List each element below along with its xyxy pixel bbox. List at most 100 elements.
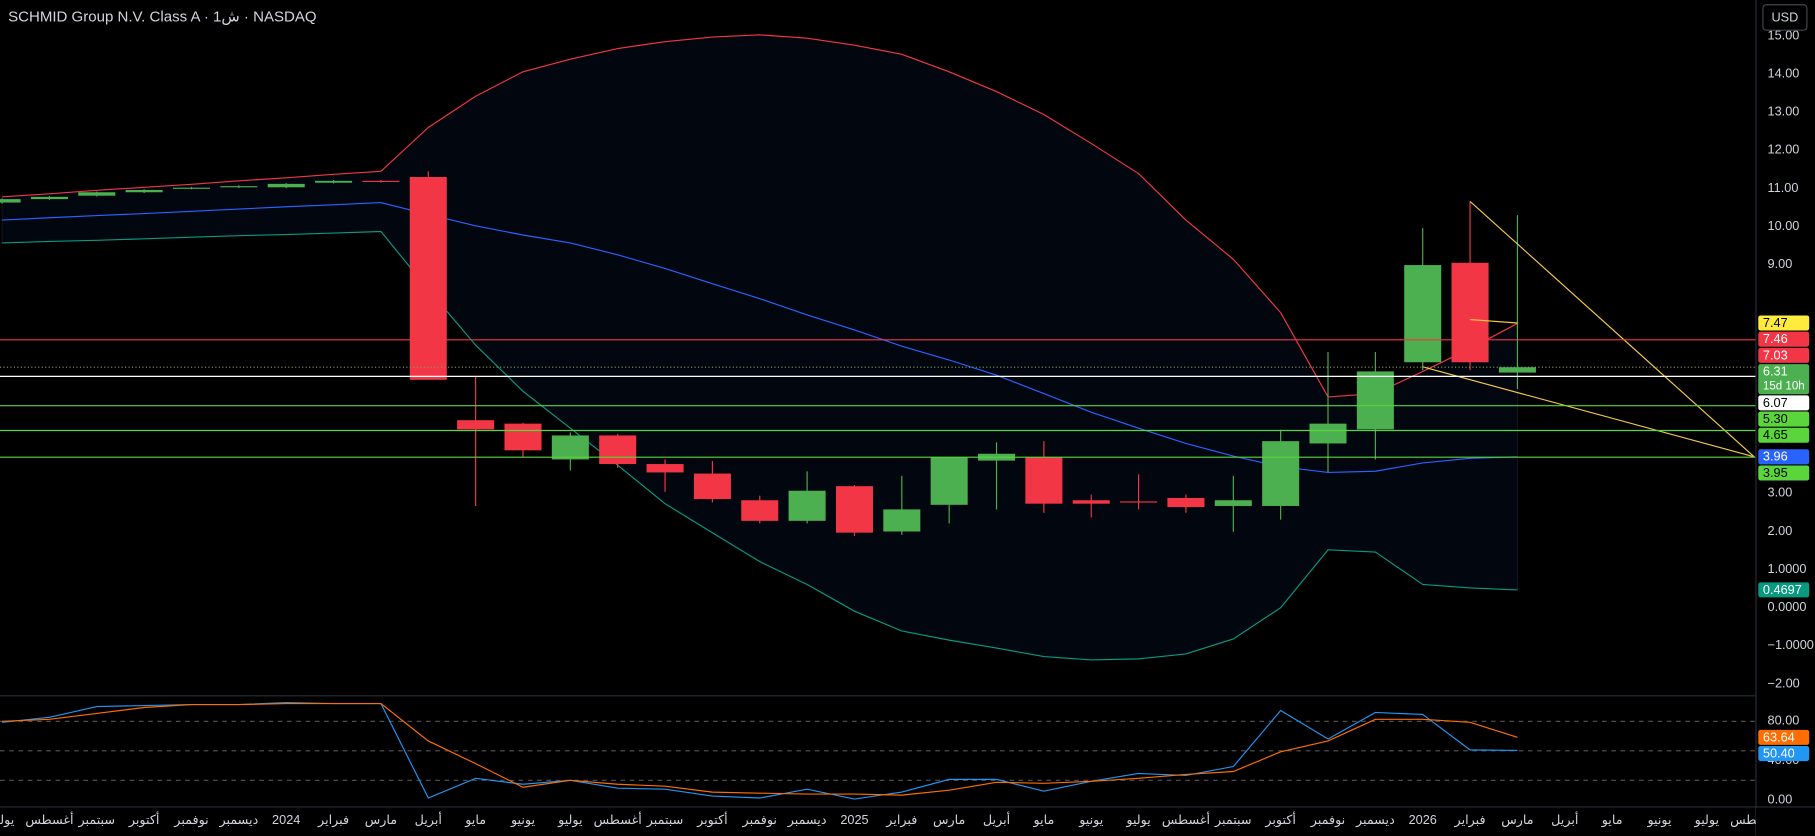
x-tick-label: يونيو [510,812,536,828]
candle-body [78,192,116,196]
x-tick-label: يوليو [1694,812,1720,828]
price-marker [1758,449,1810,465]
x-tick-label: يونيو [1646,812,1672,828]
x-tick-label: مارس [933,812,965,828]
price-marker [1758,395,1810,411]
candle-body [1404,265,1442,363]
price-marker [1758,746,1810,762]
x-tick-label: ديسمبر [1355,812,1395,828]
candle-body [267,183,305,188]
price-marker-label: 6.31 [1763,364,1788,379]
candle-body [457,420,495,430]
y-tick-label: 80.00 [1768,713,1800,728]
price-marker-label: 6.07 [1763,395,1788,410]
indicator-line [2,702,1518,796]
x-tick-label: أغسطس [25,811,73,828]
price-marker-label: 4.65 [1763,427,1788,442]
candle-body [551,435,589,460]
candle-body [1451,262,1489,363]
candle-body [1072,500,1110,504]
y-tick-label: 13.00 [1768,104,1800,119]
candle-body [1498,367,1536,373]
y-tick-label: 11.00 [1768,180,1799,195]
currency-button[interactable] [1762,4,1808,31]
indicator-line [2,230,1518,661]
price-marker-label: 7.47 [1763,315,1788,330]
x-tick-label: أكتوبر [128,811,160,828]
x-tick-label: أبريل [983,811,1010,828]
candle-body [1120,501,1158,503]
candle-body [1025,457,1063,504]
candle-body [30,196,68,200]
y-tick-label: 14.00 [1768,65,1800,80]
x-tick-label: أبريل [415,811,442,828]
price-marker-label: 3.96 [1763,449,1788,464]
trend-line [1422,366,1755,458]
candle-body [1167,497,1205,508]
price-marker [1758,347,1810,363]
price-marker [1758,411,1810,427]
y-tick-label: 15.00 [1768,27,1800,42]
price-marker-label: 0.4697 [1763,582,1802,597]
x-tick-label: ديسمبر [218,812,258,828]
currency-label[interactable]: USD [1771,9,1798,24]
y-tick-label: 10.00 [1768,218,1800,233]
candle-body [1214,500,1252,506]
x-tick-label: فبراير [885,812,917,828]
y-tick-label: 12.00 [1768,142,1800,157]
countdown-label: 15d 10h [1763,381,1805,393]
trend-line [1469,200,1755,458]
x-tick-label: ديسمبر [787,812,827,828]
price-marker [1758,364,1810,395]
x-tick-label: مارس [1501,812,1533,828]
candle-body [504,423,542,451]
x-tick-label: مارس [365,812,397,828]
candle-body [788,490,826,521]
x-tick-label: فبراير [317,812,349,828]
x-tick-label: 2025 [840,812,868,827]
candle-body [1309,423,1347,444]
candle-body [1356,371,1394,430]
y-tick-label: 0.0000 [1768,599,1807,614]
price-marker-label: 5.30 [1763,411,1788,426]
x-tick-label: يوليو [0,812,15,828]
x-tick-label: 2024 [272,812,300,827]
price-marker-label: 50.40 [1763,746,1795,761]
candle-body [693,473,731,500]
x-tick-label: نوفمبر [742,812,777,828]
x-tick-label: أغسطس [594,811,642,828]
x-tick-label: يوليو [557,812,583,828]
axes: 15.00 14.00 13.00 12.00 11.00 10.00 9.00 3.00 2.… [0,27,1814,828]
candle-body [0,199,21,203]
price-marker-label: 63.64 [1763,729,1795,744]
x-tick-label: أغسطس [1162,811,1210,828]
price-marker [1758,582,1810,598]
candle-body [930,457,968,505]
axis-corner [1755,808,1815,836]
x-tick-label: سبتمبر [646,812,684,828]
y-tick-label: 2.00 [1768,523,1793,538]
x-tick-label: مايو [464,812,486,828]
x-tick-label: أكتوبر [1264,811,1296,828]
x-tick-label: أبريل [1551,811,1578,828]
x-tick-label: أكتوبر [696,811,728,828]
candle-body [409,177,447,380]
y-tick-label: 0.00 [1768,791,1793,806]
x-tick-label: مايو [1032,812,1054,828]
price-marker-label: 7.46 [1763,331,1788,346]
candle-body [835,486,873,533]
price-marker [1758,315,1810,331]
candle-body [646,464,684,473]
y-tick-label: 3.00 [1768,485,1793,500]
x-tick-label: يونيو [1078,812,1104,828]
candle-body [599,435,637,465]
candle-body [125,189,163,193]
x-tick-label: 2026 [1409,812,1437,827]
y-tick-label: 9.00 [1768,256,1793,271]
candle-body [220,186,258,188]
x-tick-label: مايو [1601,812,1623,828]
candle-body [1262,441,1300,506]
